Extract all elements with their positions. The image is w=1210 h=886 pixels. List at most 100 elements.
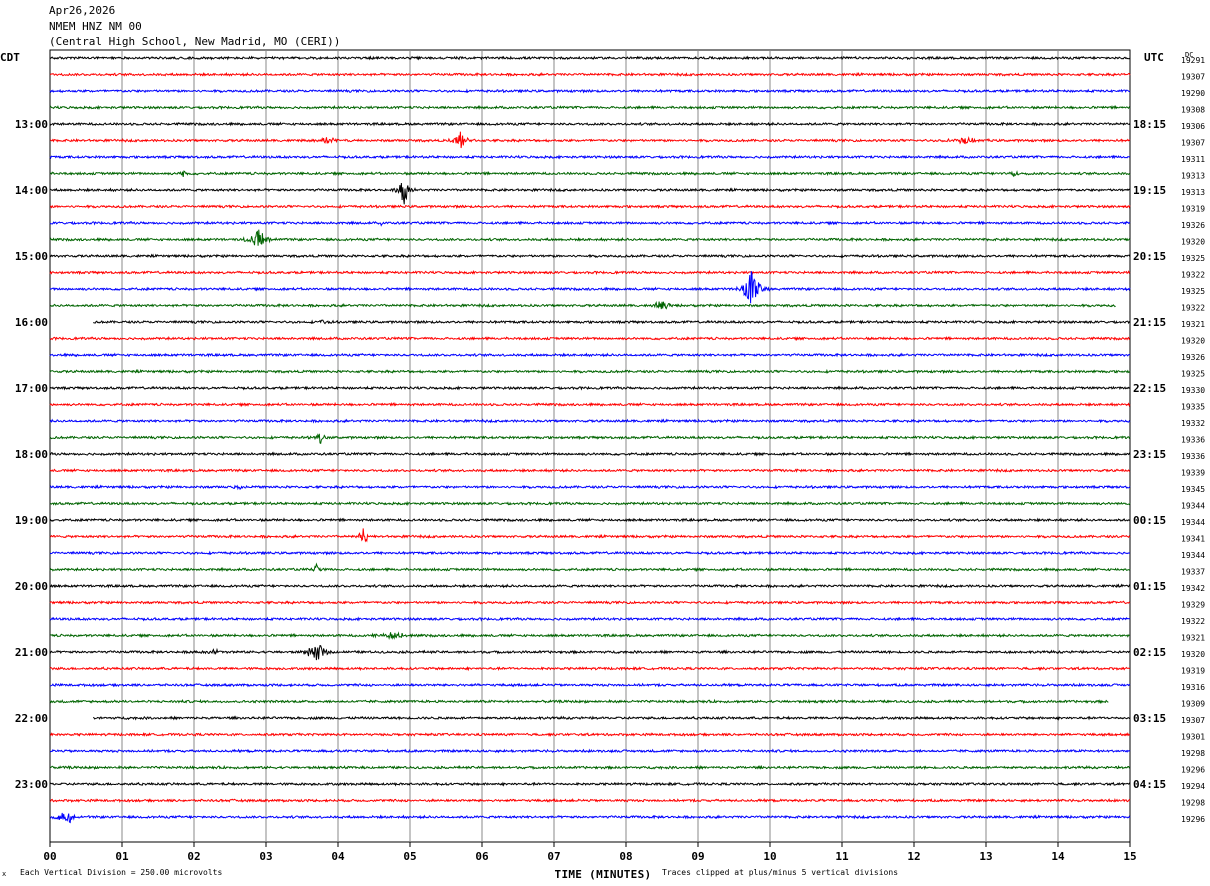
trace-row-24 (49, 451, 1131, 457)
trace-row-25 (49, 467, 1131, 474)
trace-row-45 (49, 797, 1131, 803)
trace-row-35 (49, 631, 1131, 641)
trace-row-17 (49, 335, 1130, 342)
right-time-label: 01:15 (1133, 580, 1166, 593)
dc-offset-label: 19301 (1181, 733, 1205, 742)
x-axis-title: TIME (MINUTES) (554, 868, 652, 881)
trace-row-1 (49, 71, 1131, 78)
trace-row-19 (49, 368, 1131, 375)
x-tick-label: 08 (619, 850, 632, 863)
trace-row-26 (49, 484, 1131, 491)
trace-row-32 (49, 583, 1131, 589)
dc-offset-label: 19332 (1181, 419, 1205, 428)
dc-offset-label: 19298 (1181, 799, 1205, 808)
trace-row-8 (49, 182, 1131, 205)
trace-row-44 (49, 781, 1131, 787)
corner-mark: x (2, 870, 7, 878)
trace-row-31 (49, 562, 1131, 573)
trace-row-33 (49, 599, 1131, 606)
left-time-label: 14:00 (15, 184, 48, 197)
trace-row-21 (49, 401, 1131, 408)
dc-offset-label: 19308 (1181, 106, 1205, 115)
trace-row-13 (49, 269, 1131, 276)
dc-offset-label: 19336 (1181, 452, 1205, 461)
dc-offset-label: 19290 (1181, 89, 1205, 98)
trace-row-7 (49, 170, 1131, 178)
clip-note: Traces clipped at plus/minus 5 vertical … (662, 868, 899, 877)
dc-offset-label: 19313 (1181, 188, 1205, 197)
left-time-label: 23:00 (15, 778, 48, 791)
trace-row-42 (49, 748, 1131, 754)
trace-row-10 (49, 220, 1131, 227)
right-time-label: 03:15 (1133, 712, 1166, 725)
right-time-label: 18:15 (1133, 118, 1166, 131)
cdt-label: CDT (0, 51, 20, 64)
dc-offset-label: 19322 (1181, 271, 1205, 280)
dc-offset-label: 19321 (1181, 634, 1205, 643)
trace-row-22 (49, 418, 1131, 424)
dc-offset-label: 19319 (1181, 667, 1205, 676)
trace-row-12 (49, 253, 1131, 259)
dc-offset-label: 19326 (1181, 353, 1205, 362)
dc-offset-label: 19325 (1181, 254, 1205, 263)
station-code: NMEM HNZ NM 00 (49, 20, 142, 33)
dc-offset-label: 19298 (1181, 749, 1205, 758)
right-time-label: 04:15 (1133, 778, 1166, 791)
trace-row-5 (49, 131, 1131, 149)
dc-offset-label: 19337 (1181, 568, 1205, 577)
x-tick-label: 13 (979, 850, 992, 863)
dc-offset-label: 19319 (1181, 205, 1205, 214)
x-tick-label: 06 (475, 850, 489, 863)
right-time-label: 20:15 (1133, 250, 1166, 263)
right-time-label: 00:15 (1133, 514, 1166, 527)
trace-row-39 (49, 698, 1109, 705)
left-time-label: 13:00 (15, 118, 48, 131)
x-tick-label: 00 (43, 850, 56, 863)
left-time-label: 18:00 (15, 448, 48, 461)
dc-offset-label: 19325 (1181, 370, 1205, 379)
x-tick-label: 05 (403, 850, 416, 863)
dc-offset-label: 19316 (1181, 683, 1205, 692)
dc-offset-label: 19339 (1181, 469, 1205, 478)
left-time-label: 21:00 (15, 646, 48, 659)
x-tick-label: 02 (187, 850, 200, 863)
trace-row-23 (49, 433, 1131, 445)
right-time-label: 22:15 (1133, 382, 1166, 395)
plot-date: Apr26,2026 (49, 4, 116, 17)
dc-offset-label: 19336 (1181, 436, 1205, 445)
dc-offset-label: 19342 (1181, 584, 1205, 593)
left-time-label: 16:00 (15, 316, 48, 329)
trace-row-3 (49, 104, 1131, 111)
dc-offset-label: 19320 (1181, 238, 1205, 247)
scale-note: Each Vertical Division = 250.00 microvol… (20, 868, 223, 877)
dc-offset-label: 19321 (1181, 320, 1205, 329)
dc-offset-label: 19341 (1181, 535, 1205, 544)
right-time-label: 19:15 (1133, 184, 1166, 197)
trace-row-9 (49, 203, 1131, 210)
dc-offset-label: 19307 (1181, 73, 1205, 82)
dc-offset-label: 19322 (1181, 617, 1205, 626)
trace-row-30 (49, 550, 1131, 556)
utc-label: UTC (1144, 51, 1164, 64)
x-tick-label: 10 (763, 850, 776, 863)
right-time-label: 02:15 (1133, 646, 1166, 659)
right-time-label: 21:15 (1133, 316, 1166, 329)
x-tick-label: 12 (907, 850, 920, 863)
dc-offset-label: 19344 (1181, 518, 1205, 527)
station-location: (Central High School, New Madrid, MO (CE… (49, 35, 341, 48)
dc-offset-label: 19335 (1181, 403, 1205, 412)
dc-offset-label: 19320 (1181, 337, 1205, 346)
dc-offset-label: 19296 (1181, 815, 1205, 824)
dc-offset-label: 19330 (1181, 386, 1205, 395)
trace-row-20 (49, 385, 1131, 391)
trace-row-18 (49, 352, 1131, 358)
x-tick-label: 15 (1123, 850, 1136, 863)
trace-row-27 (49, 500, 1131, 507)
left-time-label: 22:00 (15, 712, 48, 725)
dc-offset-label: 19313 (1181, 172, 1205, 181)
trace-row-29 (49, 528, 1131, 543)
dc-offset-label: 19311 (1181, 155, 1205, 164)
x-tick-label: 07 (547, 850, 560, 863)
trace-row-14 (49, 271, 1131, 304)
